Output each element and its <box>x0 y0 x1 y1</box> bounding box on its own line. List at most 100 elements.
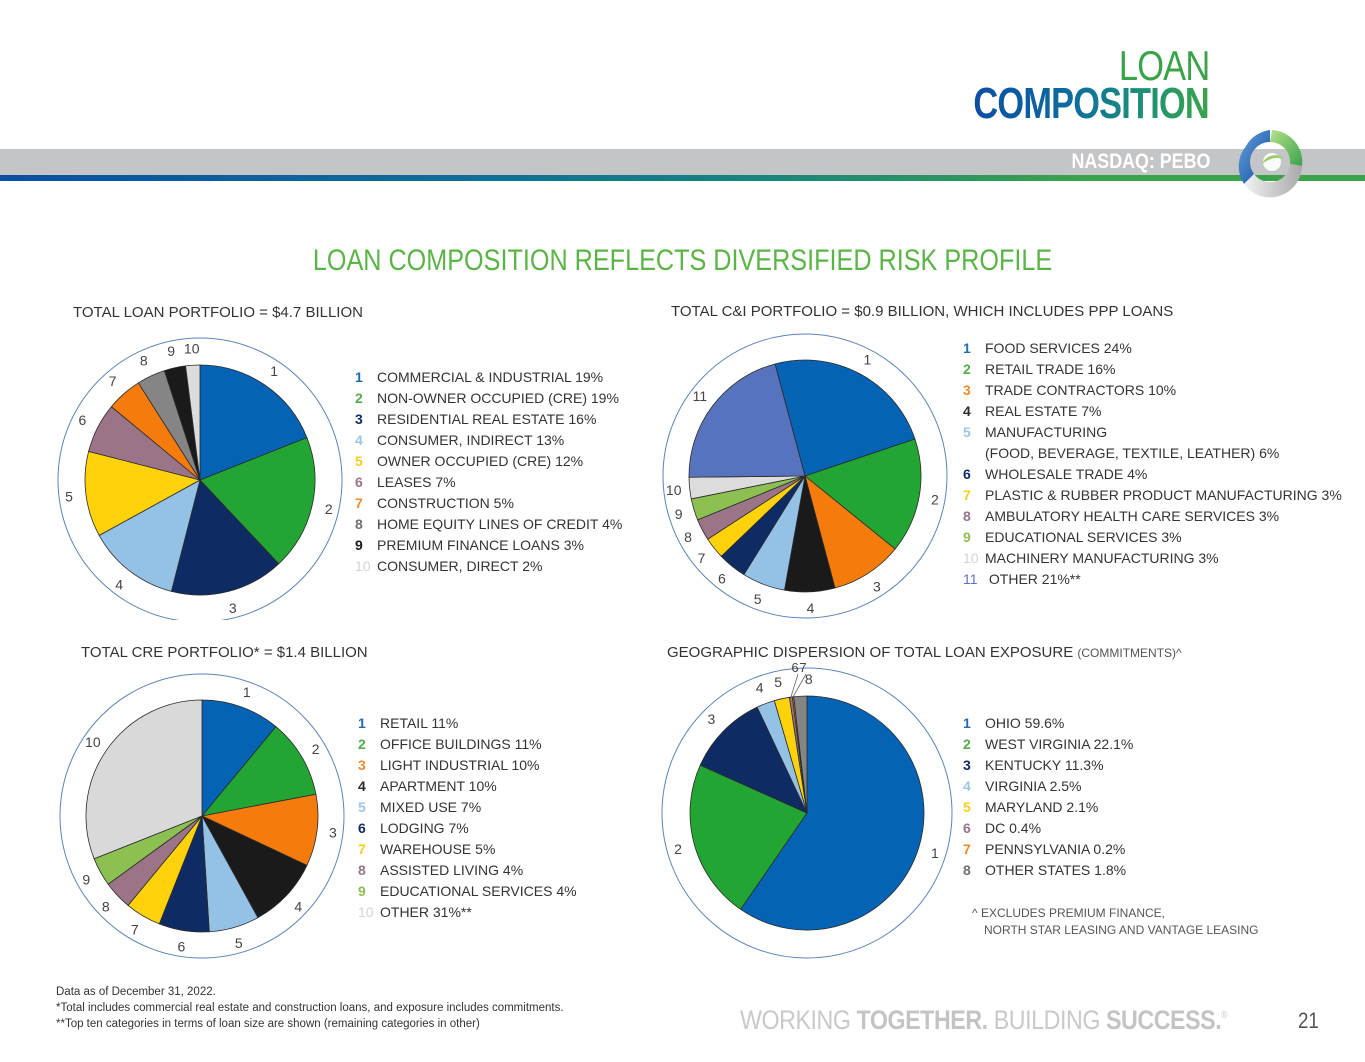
slice-label-4: 4 <box>115 576 123 592</box>
legend-item: 8 OTHER STATES 1.8% <box>963 860 1133 881</box>
legend-item: 8 ASSISTED LIVING 4% <box>358 860 577 881</box>
legend-label: KENTUCKY 11.3% <box>985 757 1104 773</box>
geo-dispersion-title: GEOGRAPHIC DISPERSION OF TOTAL LOAN EXPO… <box>667 644 1182 662</box>
pie-slice-4 <box>201 815 308 919</box>
legend-item: 5 MARYLAND 2.1% <box>963 797 1133 818</box>
legend-number: 11 <box>963 571 978 587</box>
legend-item: 6 LEASES 7% <box>355 472 622 493</box>
legend-item: 4 REAL ESTATE 7% <box>963 401 1342 422</box>
legend-item: 5 OWNER OCCUPIED (CRE) 12% <box>355 451 622 472</box>
slice-label-2: 2 <box>931 491 939 507</box>
legend-label: RETAIL TRADE 16% <box>985 361 1116 377</box>
legend-item: 3 RESIDENTIAL REAL ESTATE 16% <box>355 409 622 430</box>
pie-slice-2 <box>804 438 922 550</box>
ticker-label: NASDAQ: PEBO <box>1071 150 1210 173</box>
pie-slice-2 <box>689 764 808 910</box>
slice-label-3: 3 <box>873 579 881 595</box>
slice-label-3: 3 <box>329 825 337 841</box>
geo-dispersion-pie-chart: 1 2 3 4 56 78 <box>661 660 953 959</box>
legend-number: 10 <box>963 550 979 566</box>
legend-number: 10 <box>355 558 371 574</box>
pie-slice-3 <box>200 793 319 866</box>
legend-number: 6 <box>963 820 971 836</box>
legend-number: 7 <box>963 487 971 503</box>
legend-number: 5 <box>963 424 971 440</box>
footnote-top-ten: **Top ten categories in terms of loan si… <box>56 1018 480 1030</box>
company-logo-icon <box>1238 130 1303 198</box>
slice-label-7: 7 <box>109 373 117 389</box>
slice-label-1: 1 <box>863 352 871 368</box>
legend-number: 9 <box>358 883 366 899</box>
slice-label-11: 11 <box>693 388 708 404</box>
slice-label-9: 9 <box>675 506 683 522</box>
legend-item: 8 HOME EQUITY LINES OF CREDIT 4% <box>355 514 622 535</box>
legend-label: TRADE CONTRACTORS 10% <box>985 382 1177 398</box>
legend-number: 1 <box>963 715 971 731</box>
legend-item: 1 COMMERCIAL & INDUSTRIAL 19% <box>355 367 622 388</box>
slice-label-8: 8 <box>805 671 813 687</box>
legend-number: 6 <box>963 466 971 482</box>
legend-item: 2 RETAIL TRADE 16% <box>963 359 1342 380</box>
legend-number: 5 <box>358 799 366 815</box>
legend-number: 9 <box>355 537 363 553</box>
legend-number: 2 <box>963 736 971 752</box>
legend-label: OTHER 21%** <box>985 571 1081 587</box>
slice-label-5: 5 <box>65 489 73 505</box>
legend-item: 3 LIGHT INDUSTRIAL 10% <box>358 755 577 776</box>
legend-label: OTHER STATES 1.8% <box>985 862 1127 878</box>
pie-slice-10 <box>85 699 203 860</box>
legend-number: 8 <box>358 862 366 878</box>
slice-label-4: 4 <box>294 898 302 914</box>
tagline-together: TOGETHER. <box>856 1005 989 1035</box>
legend-item: 1 RETAIL 11% <box>358 713 577 734</box>
legend-item: 10 OTHER 31%** <box>358 902 577 923</box>
slice-label-7: 7 <box>799 660 806 675</box>
slice-label-7: 7 <box>131 922 139 938</box>
legend-label: RETAIL 11% <box>380 715 459 731</box>
legend-item: 4 CONSUMER, INDIRECT 13% <box>355 430 622 451</box>
leader-line-7 <box>792 673 807 698</box>
header-band <box>0 149 1365 175</box>
legend-item: 4 APARTMENT 10% <box>358 776 577 797</box>
legend-number: 3 <box>963 757 971 773</box>
slice-label-5: 5 <box>754 591 762 607</box>
legend-number: 9 <box>963 529 971 545</box>
legend-item: 11 OTHER 21%** <box>963 569 1342 590</box>
legend-label: OHIO 59.6% <box>985 715 1065 731</box>
geo-title-suffix: (COMMITMENTS)^ <box>1077 646 1182 660</box>
loan-portfolio-legend: 1 COMMERCIAL & INDUSTRIAL 19% 2 NON-OWNER O… <box>355 367 622 577</box>
tagline-success: SUCCESS. <box>1105 1005 1222 1035</box>
legend-number: 8 <box>963 862 971 878</box>
legend-label: PENNSYLVANIA 0.2% <box>985 841 1126 857</box>
pie-slice-8 <box>793 695 808 814</box>
slice-label-1: 1 <box>270 363 278 379</box>
pie-slice-2 <box>200 726 317 817</box>
slice-label-2: 2 <box>325 501 333 517</box>
legend-number: 1 <box>963 340 971 356</box>
slice-label-9: 9 <box>82 872 90 888</box>
legend-item: 6 LODGING 7% <box>358 818 577 839</box>
legend-number: 7 <box>963 841 971 857</box>
loan-portfolio-title: TOTAL LOAN PORTFOLIO = $4.7 BILLION <box>73 304 363 321</box>
pie-slice-10 <box>185 364 201 481</box>
slice-label-7: 7 <box>698 550 706 566</box>
legend-number: 4 <box>355 432 363 448</box>
legend-item: 10 MACHINERY MANUFACTURING 3% <box>963 548 1342 569</box>
pie-slice-3 <box>699 706 808 814</box>
slice-label-4: 4 <box>807 600 815 616</box>
legend-label: MACHINERY MANUFACTURING 3% <box>985 550 1219 566</box>
pie-slice-1 <box>201 699 277 818</box>
pie-slice-5 <box>84 450 202 536</box>
registered-mark: ® <box>1221 1010 1228 1021</box>
outer-ring <box>59 673 345 959</box>
legend-label: ASSISTED LIVING 4% <box>380 862 524 878</box>
slice-label-1: 1 <box>931 845 939 861</box>
footnotes: Data as of December 31, 2022. *Total inc… <box>56 984 564 1032</box>
legend-number: 4 <box>358 778 366 794</box>
outer-ring <box>662 333 948 619</box>
footnote-total: *Total includes commercial real estate a… <box>56 1002 564 1014</box>
legend-label: COMMERCIAL & INDUSTRIAL 19% <box>377 369 604 385</box>
outer-ring <box>661 667 953 959</box>
slice-label-2: 2 <box>312 741 320 757</box>
